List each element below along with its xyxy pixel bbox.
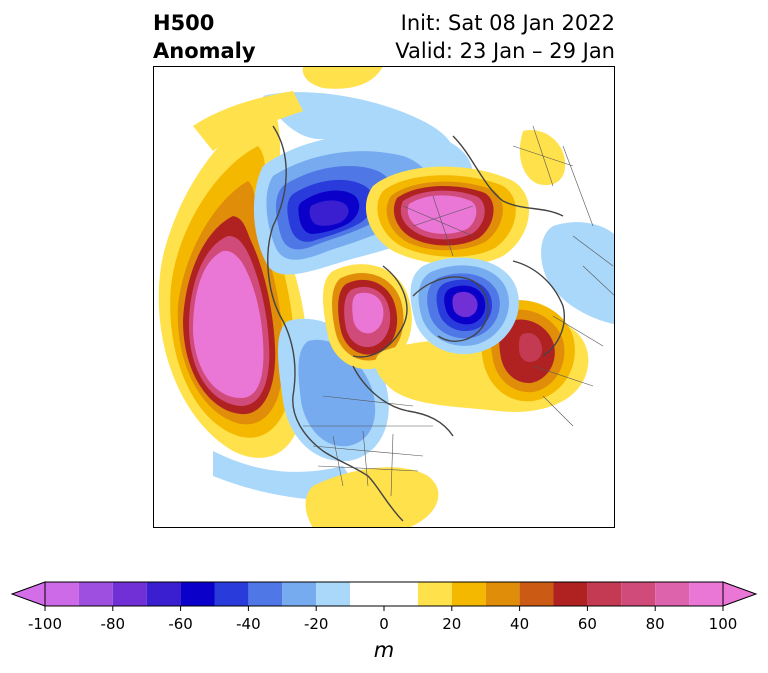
colorbar: -100 -80 -60 -40 -20 0 20 40 60 80 100 m bbox=[10, 581, 758, 662]
anomaly-canada-trough bbox=[253, 132, 473, 275]
colorbar-segment bbox=[519, 582, 554, 606]
colorbar-tick-label: -80 bbox=[101, 615, 126, 633]
anomaly-greenland-ridge bbox=[323, 264, 412, 370]
colorbar-segment bbox=[689, 582, 723, 606]
plot-title: H500 Anomaly bbox=[153, 9, 256, 65]
colorbar-over-arrow bbox=[722, 581, 758, 607]
title-line-1: H500 bbox=[153, 11, 215, 35]
plot-dates: Init: Sat 08 Jan 2022 Valid: 23 Jan – 29… bbox=[395, 9, 615, 65]
anomaly-siberia-negative bbox=[541, 222, 615, 325]
colorbar-tick-label: 80 bbox=[646, 615, 665, 633]
colorbar-segment bbox=[78, 582, 113, 606]
colorbar-unit-label: m bbox=[374, 638, 394, 662]
colorbar-segment bbox=[112, 582, 147, 606]
colorbar-tick-label: 60 bbox=[578, 615, 597, 633]
colorbar-tick-label: 100 bbox=[709, 615, 738, 633]
colorbar-segment bbox=[485, 582, 520, 606]
colorbar-segment bbox=[553, 582, 588, 606]
colorbar-segment bbox=[180, 582, 215, 606]
colorbar-tick-label: -100 bbox=[28, 615, 62, 633]
colorbar-segment bbox=[214, 582, 249, 606]
colorbar-segment bbox=[282, 582, 317, 606]
colorbar-segment bbox=[655, 582, 690, 606]
colorbar-segment bbox=[350, 582, 418, 606]
colorbar-segment bbox=[248, 582, 283, 606]
colorbar-tick-label: -40 bbox=[236, 615, 261, 633]
colorbar-ticks: -100 -80 -60 -40 -20 0 20 40 60 80 100 bbox=[28, 606, 737, 633]
anomaly-map bbox=[153, 66, 615, 528]
colorbar-tick-label: -20 bbox=[304, 615, 329, 633]
colorbar-tick-label: 40 bbox=[510, 615, 529, 633]
colorbar-tick-label: 0 bbox=[379, 615, 389, 633]
colorbar-segment bbox=[146, 582, 181, 606]
colorbar-segment bbox=[587, 582, 622, 606]
colorbar-under-arrow bbox=[10, 581, 46, 607]
map-frame bbox=[153, 66, 615, 528]
colorbar-segments bbox=[10, 581, 758, 607]
colorbar-tick-label: 20 bbox=[442, 615, 461, 633]
init-date: Init: Sat 08 Jan 2022 bbox=[400, 11, 615, 35]
anomaly-arctic-ridge bbox=[365, 166, 530, 266]
title-line-2: Anomaly bbox=[153, 39, 256, 63]
valid-range: Valid: 23 Jan – 29 Jan bbox=[395, 39, 615, 63]
colorbar-tick-label: -60 bbox=[168, 615, 193, 633]
colorbar-segment bbox=[417, 582, 452, 606]
colorbar-segment bbox=[45, 582, 79, 606]
colorbar-segment bbox=[451, 582, 486, 606]
colorbar-segment bbox=[621, 582, 656, 606]
political-borders bbox=[303, 125, 615, 497]
coastlines bbox=[267, 125, 565, 522]
anomaly-southern-us-ridge bbox=[305, 467, 439, 528]
colorbar-segment bbox=[316, 582, 351, 606]
